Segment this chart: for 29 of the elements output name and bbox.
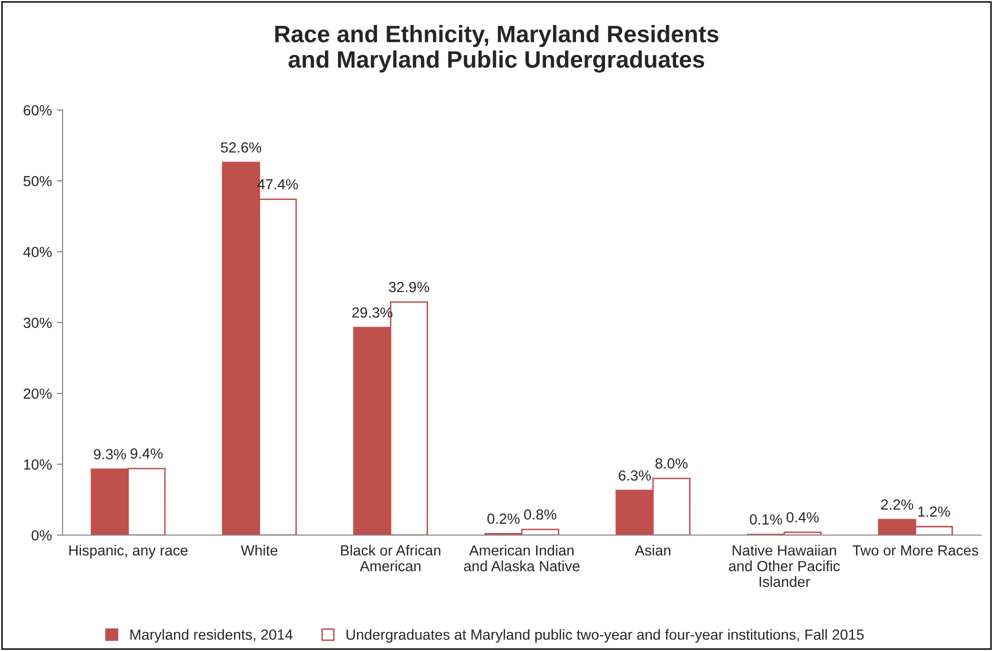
data-label: 8.0% [655, 458, 688, 469]
data-label: 0.4% [786, 512, 819, 522]
x-tick-label: Asian [634, 544, 670, 556]
y-tick-label: 10% [24, 459, 52, 470]
x-tick-label: Native Hawaiian and Other Pacific Islander [728, 544, 840, 587]
data-label: 52.6% [220, 142, 262, 153]
data-label: 1.2% [918, 506, 950, 517]
data-label: 6.3% [618, 470, 651, 481]
data-label: 9.3% [94, 449, 126, 460]
data-label: 0.8% [524, 509, 556, 520]
data-label: 9.4% [130, 448, 163, 459]
x-tick-label: White [240, 544, 278, 556]
x-tick-label: Hispanic, any race [69, 544, 188, 558]
data-label: 0.1% [750, 514, 782, 525]
data-label: 2.2% [881, 499, 914, 510]
y-tick-label: 30% [24, 318, 52, 328]
legend-label: Undergraduates at Maryland public two-year and four-year institutions, Fall 2015 [346, 629, 864, 643]
y-tick-label: 20% [24, 388, 52, 399]
y-tick-label: 40% [23, 246, 52, 258]
data-label: 32.9% [388, 282, 430, 292]
y-tick-label: 0% [32, 530, 52, 541]
x-tick-label: Black or African American [341, 544, 440, 572]
legend-label: Maryland residents, 2014 [130, 629, 293, 643]
y-tick-label: 50% [24, 176, 52, 186]
data-label: 0.2% [487, 514, 520, 524]
chart-title: Race and Ethnicity, Maryland Residents and Maryland Public Undergraduates [275, 25, 718, 73]
x-tick-label: Two or More Races [852, 545, 978, 556]
x-tick-label: American Indian and Alaska Native [464, 544, 580, 572]
y-tick-label: 60% [24, 105, 52, 116]
